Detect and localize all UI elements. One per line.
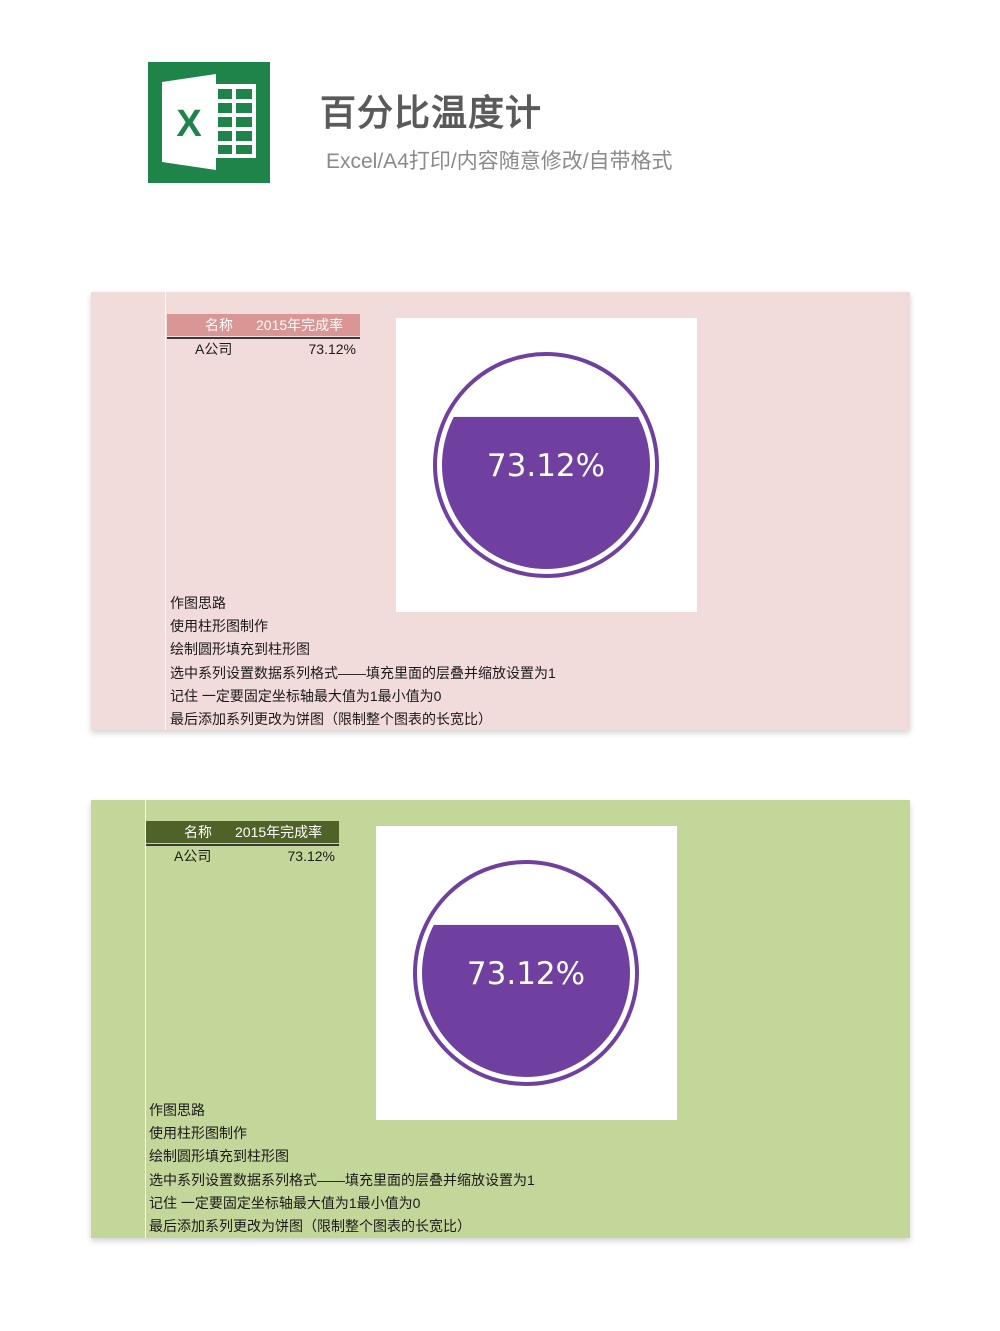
note-line: 作图思路 [149, 1102, 205, 1118]
header-name-cell: 名称 [205, 317, 233, 333]
note-line: 使用柱形图制作 [149, 1125, 247, 1142]
header-rate-cell: 2015年完成率 [235, 824, 323, 840]
method-notes: 作图思路使用柱形图制作绘制圆形填充到柱形图选中系列设置数据系列格式——填充里面的… [170, 592, 556, 731]
note-line: 最后添加系列更改为饼图（限制整个图表的长宽比） [170, 711, 492, 728]
header-rate-cell: 2015年完成率 [256, 317, 344, 333]
thermometer-chart[interactable]: 73.12% [396, 318, 697, 612]
page-title: 百分比温度计 [320, 92, 543, 133]
note-line: 记住 一定要固定坐标轴最大值为1最小值为0 [170, 687, 442, 704]
note-line: 绘制圆形填充到柱形图 [170, 641, 310, 658]
data-label: 73.12% [467, 956, 585, 992]
note-line: 绘制圆形填充到柱形图 [149, 1148, 289, 1165]
table-header-row: 名称 2015年完成率 [146, 821, 339, 843]
column-gridline [165, 292, 166, 730]
table-row: A公司 73.12% [167, 339, 360, 359]
header-name-cell: 名称 [184, 824, 212, 840]
note-line: 选中系列设置数据系列格式——填充里面的层叠并缩放设置为1 [170, 664, 556, 681]
completion-rate-cell: 73.12% [287, 848, 335, 864]
logo-letter: X [176, 103, 202, 145]
company-name-cell: A公司 [195, 341, 233, 357]
green-sheet-panel: 名称 2015年完成率 A公司 73.12% 73.12% 作图思路使用柱形图制… [91, 800, 910, 1238]
note-line: 选中系列设置数据系列格式——填充里面的层叠并缩放设置为1 [149, 1171, 535, 1188]
gauge-outer-ring [413, 860, 639, 1086]
thermometer-chart[interactable]: 73.12% [376, 826, 677, 1120]
page-subtitle: Excel/A4打印/内容随意修改/自带格式 [326, 150, 673, 173]
table-row: A公司 73.12% [146, 846, 339, 866]
note-line: 使用柱形图制作 [170, 618, 268, 635]
completion-rate-cell: 73.12% [308, 341, 356, 357]
pink-sheet-panel: 名称 2015年完成率 A公司 73.12% 73.12% 作图思路使用柱形图制… [91, 292, 910, 730]
column-gridline [145, 800, 146, 1238]
table-header-row: 名称 2015年完成率 [167, 314, 360, 336]
excel-logo-icon: X [148, 62, 270, 183]
note-line: 最后添加系列更改为饼图（限制整个图表的长宽比） [149, 1218, 471, 1235]
table-header-rule [167, 337, 360, 339]
note-line: 作图思路 [170, 595, 226, 611]
table-header-rule [146, 844, 339, 846]
note-line: 记住 一定要固定坐标轴最大值为1最小值为0 [149, 1194, 421, 1211]
data-label: 73.12% [487, 448, 605, 484]
method-notes: 作图思路使用柱形图制作绘制圆形填充到柱形图选中系列设置数据系列格式——填充里面的… [149, 1099, 535, 1238]
company-name-cell: A公司 [174, 848, 212, 864]
gauge-outer-ring [433, 352, 659, 578]
